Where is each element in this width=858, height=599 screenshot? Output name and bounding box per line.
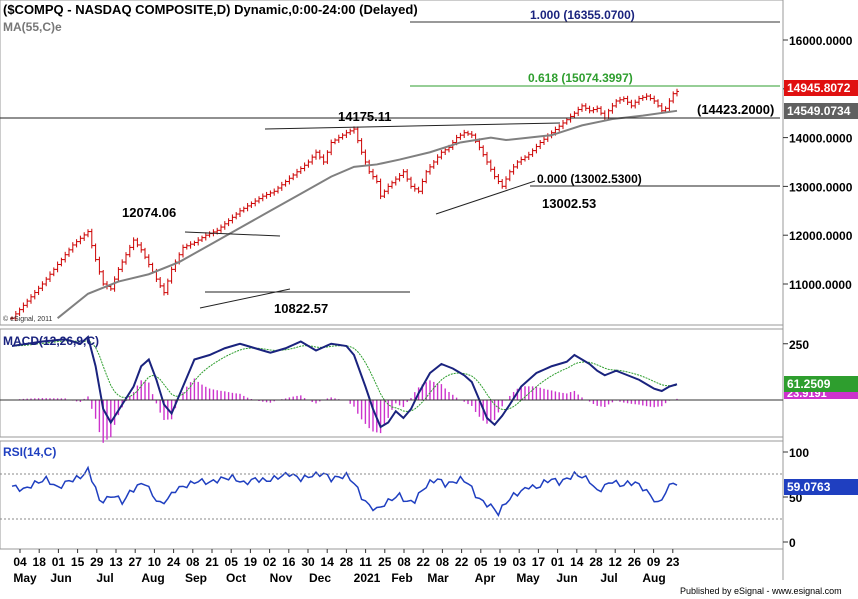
x-day-label: 27 [129, 555, 143, 569]
price-tick-label: 11000.0000 [789, 278, 852, 292]
x-day-label: 26 [628, 555, 642, 569]
price-tick-label: 12000.0000 [789, 229, 853, 243]
x-day-label: 24 [167, 555, 181, 569]
x-month-label: Jul [96, 571, 113, 585]
x-day-label: 22 [455, 555, 469, 569]
x-day-label: 01 [52, 555, 66, 569]
ma-price-box [784, 103, 858, 119]
x-day-label: 18 [33, 555, 47, 569]
fib-618-label: 0.618 (15074.3997) [528, 71, 633, 85]
x-day-label: 10 [148, 555, 162, 569]
x-day-label: 08 [186, 555, 200, 569]
price-tick-label: 13000.0000 [789, 180, 853, 194]
chart-title: ($COMPQ - NASDAQ COMPOSITE,D) Dynamic,0:… [3, 2, 418, 17]
price-axis: 16000.000015000.000014000.000013000.0000… [783, 34, 853, 292]
x-day-label: 14 [570, 555, 584, 569]
x-day-label: 01 [551, 555, 565, 569]
rsi-value-box [784, 479, 858, 495]
pivot-14175-label: 14175.11 [338, 109, 392, 124]
price-candles [10, 88, 679, 322]
rsi-tick-label: 0 [789, 536, 796, 550]
x-day-label: 13 [109, 555, 123, 569]
x-axis: 04 18 01 15 29 13 27 10 24 08 21 05 19 02 16 30 14 28 11 25… [13, 549, 680, 585]
macd-label: MACD(12,26,9,C) [3, 334, 99, 348]
macd-value-box [784, 376, 858, 392]
pivot-12074-label: 12074.06 [122, 205, 176, 220]
x-day-label: 21 [205, 555, 219, 569]
x-month-label: Aug [642, 571, 665, 585]
x-month-label: Sep [185, 571, 207, 585]
x-month-label: May [13, 571, 37, 585]
x-month-label: Jun [556, 571, 577, 585]
x-day-label: 05 [225, 555, 239, 569]
rsi-value: 59.0763 [787, 480, 831, 494]
price-tick-label: 14000.0000 [789, 132, 853, 146]
rsi-line [11, 465, 678, 517]
x-day-label: 08 [436, 555, 450, 569]
x-month-label: Dec [309, 571, 331, 585]
x-month-label: Apr [475, 571, 496, 585]
macd-tick-label: 250 [789, 338, 809, 352]
x-month-label: Jul [600, 571, 617, 585]
price-tick-label: 16000.0000 [789, 34, 853, 48]
x-day-label: 14 [321, 555, 335, 569]
pivot-13002-label: 13002.53 [542, 196, 596, 211]
fib-100-label: 1.000 (16355.0700) [530, 8, 635, 22]
x-day-label: 09 [647, 555, 661, 569]
ma-label: MA(55,C)e [3, 20, 62, 34]
last-price-value: 14945.8072 [787, 81, 851, 95]
rsi-tick-label: 100 [789, 446, 809, 460]
x-day-label: 12 [609, 555, 623, 569]
last-price-box [784, 80, 858, 96]
x-month-label: May [516, 571, 540, 585]
x-day-label: 02 [263, 555, 277, 569]
lower-trendline [435, 180, 536, 215]
macd-line [11, 335, 678, 429]
ma-price-value: 14549.0734 [787, 104, 851, 118]
x-month-label: Jun [50, 571, 71, 585]
x-day-label: 19 [244, 555, 258, 569]
x-day-label: 08 [397, 555, 411, 569]
copyright-label: © eSignal, 2011 [3, 315, 53, 323]
upper-trendline [264, 122, 561, 130]
x-month-label: Mar [427, 571, 449, 585]
pivot-14423-label: (14423.2000) [697, 102, 774, 117]
x-day-label: 28 [589, 555, 603, 569]
x-day-label: 25 [378, 555, 392, 569]
x-month-label: 2021 [354, 571, 381, 585]
x-month-label: Feb [391, 571, 412, 585]
x-day-label: 03 [513, 555, 527, 569]
x-day-label: 23 [666, 555, 680, 569]
x-day-label: 05 [474, 555, 488, 569]
x-day-label: 30 [301, 555, 315, 569]
x-day-label: 11 [359, 555, 372, 569]
x-month-label: Oct [226, 571, 246, 585]
x-day-label: 04 [13, 555, 27, 569]
x-day-label: 22 [417, 555, 431, 569]
fib-000-label: 0.000 (13002.5300) [537, 172, 642, 186]
macd-value: 61.2509 [787, 377, 831, 391]
pivot-10822-label: 10822.57 [274, 301, 328, 316]
rsi-label: RSI(14,C) [3, 445, 56, 459]
x-day-label: 28 [340, 555, 354, 569]
x-day-label: 17 [532, 555, 546, 569]
macd-panel: 250 [11, 335, 809, 443]
x-day-label: 29 [90, 555, 104, 569]
footer-credit: Published by eSignal - www.esignal.com [680, 586, 842, 596]
x-day-label: 16 [282, 555, 296, 569]
x-month-label: Nov [270, 571, 293, 585]
x-month-label: Aug [141, 571, 164, 585]
x-day-label: 15 [71, 555, 85, 569]
ma-line [56, 109, 678, 319]
x-day-label: 19 [493, 555, 507, 569]
triangle-top-line [184, 231, 281, 237]
